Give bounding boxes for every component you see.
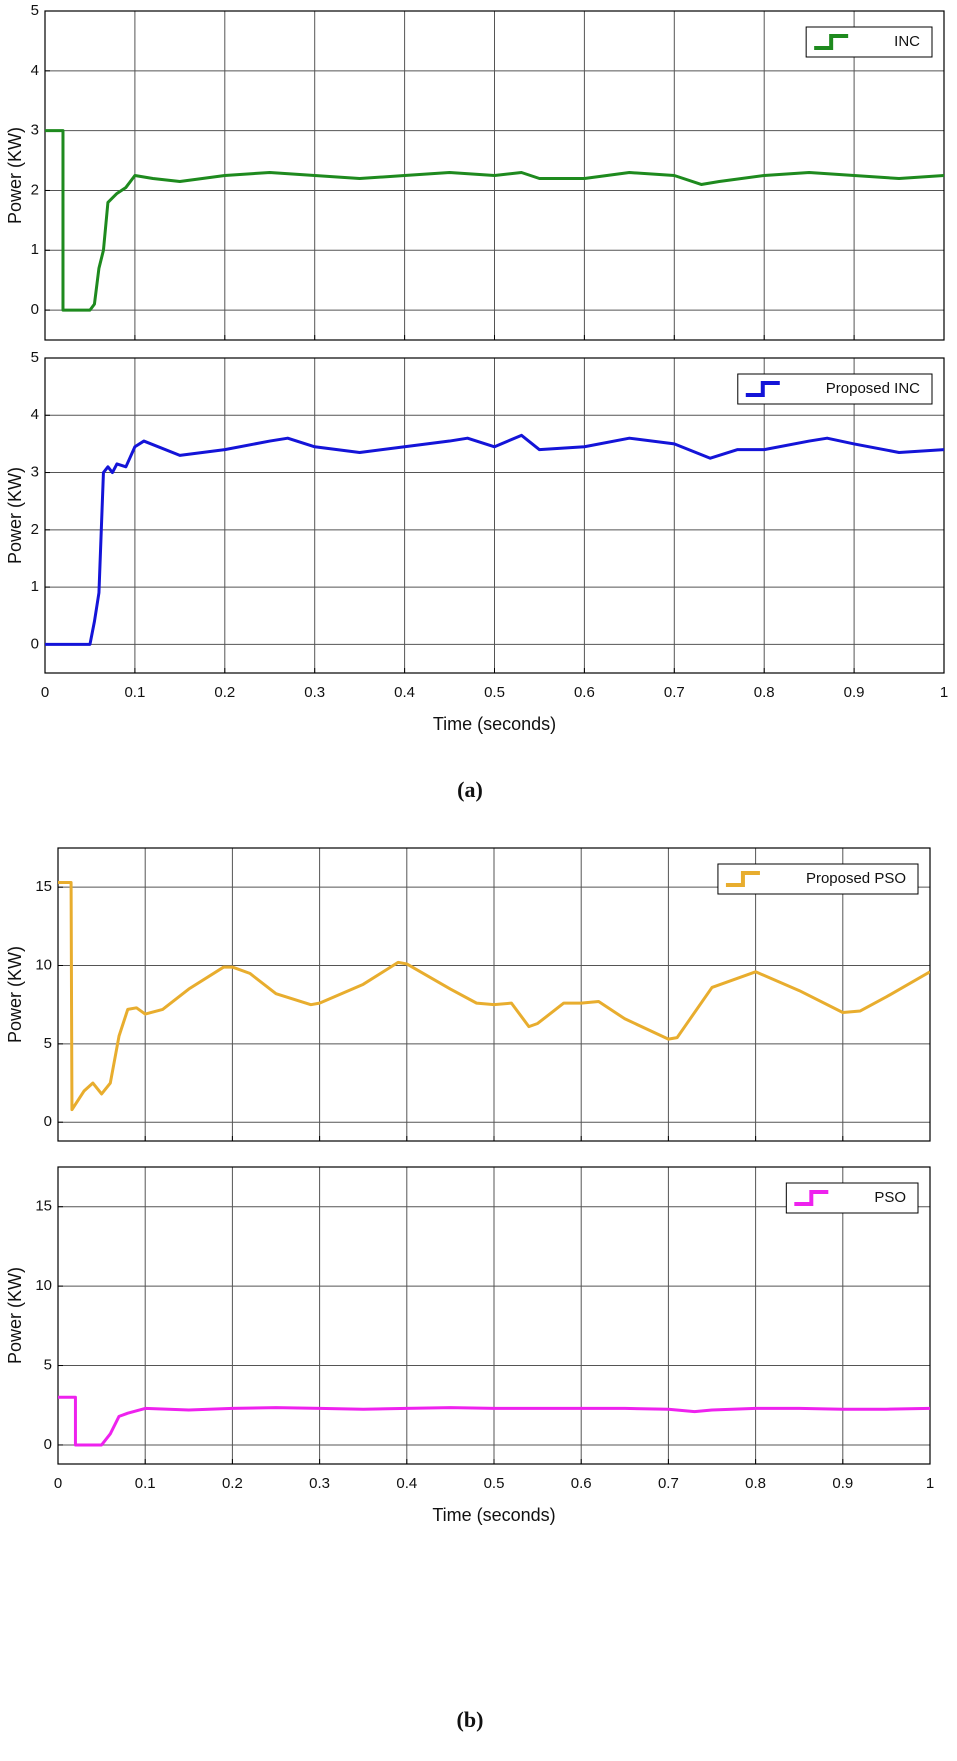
data-line <box>45 433 944 646</box>
axes-frame <box>44 357 945 674</box>
y-tick-label: 0 <box>31 301 39 318</box>
legend-box <box>717 863 919 895</box>
axes-frame <box>57 1166 931 1465</box>
data-line <box>58 1395 930 1447</box>
y-tick-label: 3 <box>31 122 39 139</box>
caption: (b) <box>457 1707 484 1732</box>
x-tick-label: 0.2 <box>214 684 235 701</box>
y-tick-label: 10 <box>35 956 52 973</box>
y-tick-label: 15 <box>35 1198 52 1215</box>
y-tick-label: 0 <box>31 635 39 652</box>
y-tick-label: 3 <box>31 464 39 481</box>
legend: Proposed PSO <box>717 863 919 895</box>
legend-swatch <box>814 34 849 50</box>
legend-swatch <box>725 871 760 887</box>
y-axis-label: Power (KW) <box>5 946 25 1043</box>
legend: PSO <box>785 1182 919 1214</box>
y-tick-label: 5 <box>44 1035 52 1052</box>
y-tick-label: 10 <box>35 1277 52 1294</box>
x-tick-label: 0.8 <box>754 684 775 701</box>
x-tick-label: 0.1 <box>124 684 145 701</box>
x-tick-label: 0.7 <box>664 684 685 701</box>
legend-box <box>785 1182 919 1214</box>
x-tick-label: 0 <box>41 684 49 701</box>
caption: (a) <box>457 777 483 802</box>
x-tick-label: 0.2 <box>222 1475 243 1492</box>
y-tick-label: 1 <box>31 241 39 258</box>
legend-box <box>805 26 933 58</box>
y-tick-label: 2 <box>31 521 39 538</box>
y-tick-label: 5 <box>44 1356 52 1373</box>
x-tick-label: 0.7 <box>658 1475 679 1492</box>
x-tick-label: 0.5 <box>484 1475 505 1492</box>
y-axis-label: Power (KW) <box>5 467 25 564</box>
y-tick-label: 15 <box>35 878 52 895</box>
legend-label: INC <box>894 33 920 50</box>
legend: Proposed INC <box>737 373 933 405</box>
x-axis-label: Time (seconds) <box>432 1505 555 1525</box>
x-tick-label: 0 <box>54 1475 62 1492</box>
y-tick-label: 5 <box>31 2 39 19</box>
y-tick-label: 0 <box>44 1113 52 1130</box>
legend-label: Proposed PSO <box>806 870 906 887</box>
x-tick-label: 1 <box>940 684 948 701</box>
x-tick-label: 1 <box>926 1475 934 1492</box>
y-axis-label: Power (KW) <box>5 127 25 224</box>
x-tick-label: 0.4 <box>396 1475 417 1492</box>
data-line <box>58 880 930 1112</box>
legend-label: Proposed INC <box>826 380 920 397</box>
y-tick-label: 1 <box>31 578 39 595</box>
x-axis-label: Time (seconds) <box>433 714 556 734</box>
legend-swatch <box>794 1190 829 1206</box>
legend-swatch <box>745 381 780 397</box>
y-tick-label: 5 <box>31 349 39 366</box>
y-tick-label: 4 <box>31 406 39 423</box>
x-tick-label: 0.6 <box>574 684 595 701</box>
legend: INC <box>805 26 933 58</box>
axes-frame <box>57 847 931 1142</box>
y-tick-label: 0 <box>44 1436 52 1453</box>
x-tick-label: 0.3 <box>304 684 325 701</box>
legend-label: PSO <box>874 1189 906 1206</box>
x-tick-label: 0.9 <box>844 684 865 701</box>
data-line <box>45 129 944 312</box>
y-axis-label: Power (KW) <box>5 1267 25 1364</box>
x-tick-label: 0.6 <box>571 1475 592 1492</box>
x-tick-label: 0.1 <box>135 1475 156 1492</box>
legend-box <box>737 373 933 405</box>
x-tick-label: 0.9 <box>832 1475 853 1492</box>
y-tick-label: 4 <box>31 62 39 79</box>
x-tick-label: 0.8 <box>745 1475 766 1492</box>
x-tick-label: 0.3 <box>309 1475 330 1492</box>
x-tick-label: 0.4 <box>394 684 415 701</box>
y-tick-label: 2 <box>31 181 39 198</box>
x-tick-label: 0.5 <box>484 684 505 701</box>
